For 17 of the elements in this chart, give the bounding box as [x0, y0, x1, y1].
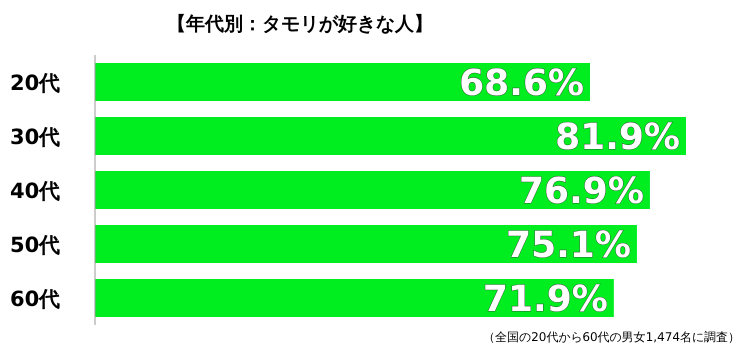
y-tick-label: 30代 [10, 125, 60, 149]
data-label: 76.9% [519, 171, 644, 212]
chart-title: 【年代別：タモリが好きな人】 [167, 13, 433, 35]
data-label: 71.9% [482, 279, 608, 320]
bar [95, 117, 686, 155]
bar [95, 171, 650, 209]
bar [95, 225, 637, 263]
data-label: 81.9% [555, 117, 680, 158]
text: （全国の20代から60代の男女1,474名に調査） [483, 330, 740, 344]
y-tick-label: 50代 [10, 233, 60, 257]
bar [95, 63, 590, 101]
data-label: 75.1% [506, 225, 631, 266]
y-tick-label: 40代 [10, 179, 60, 203]
bar [95, 279, 614, 317]
data-label: 68.6% [459, 63, 584, 104]
y-tick-label: 20代 [10, 71, 60, 95]
y-tick-label: 60代 [10, 287, 60, 311]
